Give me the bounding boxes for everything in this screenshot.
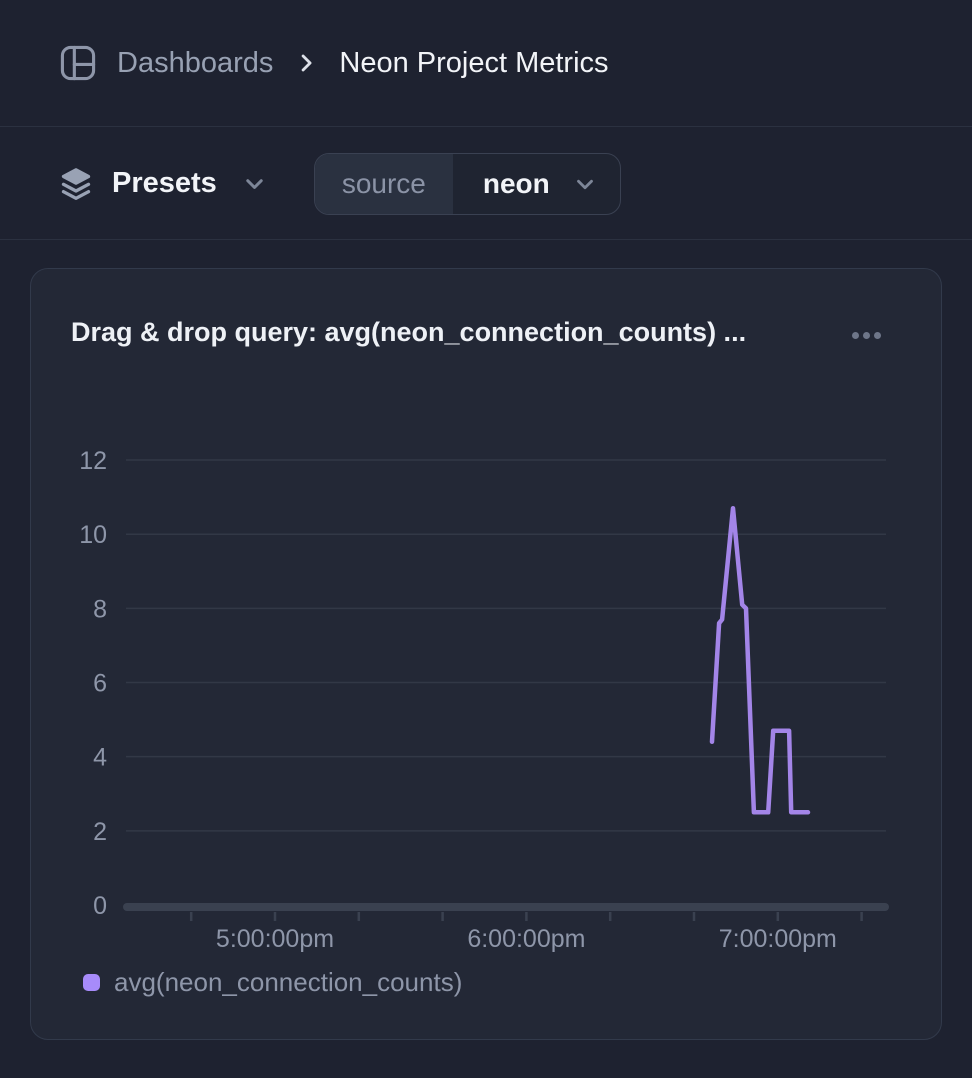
svg-text:2: 2 [93,818,107,846]
svg-text:12: 12 [79,447,107,475]
breadcrumb-dashboards-link[interactable]: Dashboards [117,46,274,79]
ellipsis-dot [874,331,881,339]
layers-icon [56,164,96,204]
app-header: Dashboards Neon Project Metrics [0,0,972,127]
legend-swatch [83,974,100,991]
timeseries-chart[interactable]: 0 2 4 6 8 10 12 5:00:00pm 6:00:00pm 7:00:00pm [31,269,943,1041]
metric-card: Drag & drop query: avg(neon_connection_c… [30,268,942,1040]
svg-text:10: 10 [79,521,107,549]
filter-key[interactable]: source [314,153,453,214]
page-title: Neon Project Metrics [339,46,609,79]
legend-item[interactable]: avg(neon_connection_counts) [83,967,462,998]
svg-text:6:00:00pm: 6:00:00pm [467,925,585,953]
svg-text:6: 6 [93,670,107,698]
chevron-down-icon [241,170,268,197]
card-menu-button[interactable] [848,325,885,345]
ellipsis-dot [863,331,870,339]
filter-value-dropdown[interactable]: neon [453,154,620,214]
svg-text:5:00:00pm: 5:00:00pm [216,925,334,953]
svg-text:7:00:00pm: 7:00:00pm [719,925,837,953]
ellipsis-dot [852,331,859,339]
dashboards-grid-icon[interactable] [56,41,100,85]
svg-text:4: 4 [93,744,107,772]
presets-label: Presets [112,167,217,199]
card-title: Drag & drop query: avg(neon_connection_c… [71,317,747,347]
presets-button[interactable]: Presets [56,164,268,204]
filter-value: neon [482,167,550,199]
chevron-down-icon [572,171,598,197]
svg-text:8: 8 [93,595,107,623]
svg-text:0: 0 [93,892,107,920]
toolbar: Presets source neon [0,128,972,240]
legend-label: avg(neon_connection_counts) [114,967,463,997]
source-filter-pill[interactable]: source neon [313,152,621,215]
chevron-right-icon [292,49,320,77]
